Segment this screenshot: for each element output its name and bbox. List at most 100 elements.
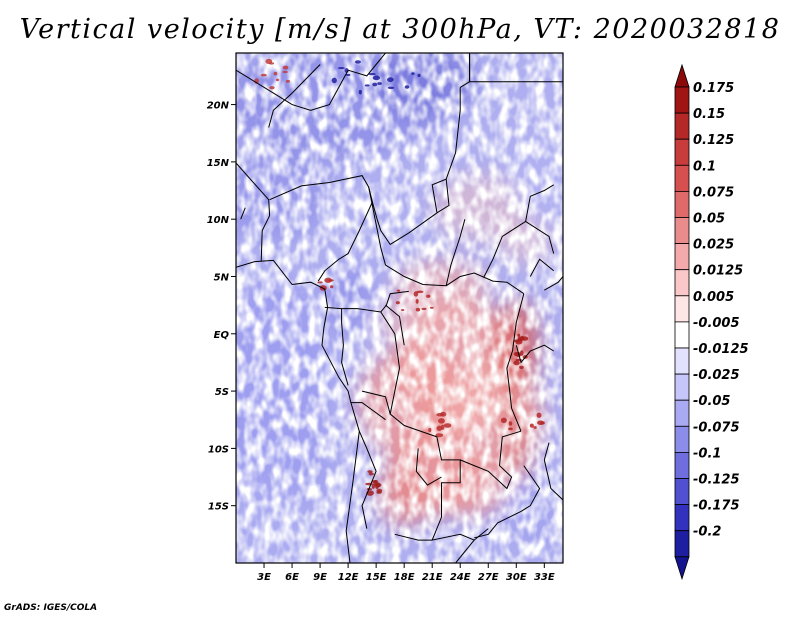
field-spot <box>404 85 410 89</box>
field-spot <box>260 73 267 77</box>
colorbar-swatch <box>674 86 690 114</box>
field-spot <box>536 412 542 418</box>
colorbar-label: -0.125 <box>693 473 740 488</box>
colorbar-swatch <box>674 243 690 271</box>
field-spot <box>273 71 278 76</box>
colorbar-label: -0.0125 <box>693 342 749 357</box>
field-spot <box>354 60 361 64</box>
chart-title: Vertical velocity [m/s] at 300hPa, VT: 2… <box>19 14 781 45</box>
x-tick-label: 12E <box>338 572 359 583</box>
y-tick-label: 10S <box>208 444 229 455</box>
field-spot <box>358 89 362 95</box>
field-spot <box>371 483 376 489</box>
colorbar-label: 0.125 <box>693 133 734 148</box>
field-spot <box>282 65 289 70</box>
field-spot <box>285 79 291 83</box>
country-border <box>236 259 360 563</box>
country-border <box>361 390 391 415</box>
field-spot <box>426 294 431 298</box>
field-spot <box>520 350 524 356</box>
field-spot <box>372 82 378 87</box>
colorbar-label: -0.1 <box>693 446 721 461</box>
field-spot <box>364 84 370 87</box>
country-border <box>350 402 386 421</box>
field-spot <box>435 433 444 438</box>
y-tick-label: 5S <box>215 387 229 398</box>
country-border <box>445 219 466 286</box>
country-borders <box>236 53 563 563</box>
field-spot <box>508 427 513 431</box>
x-tick-label: 9E <box>313 572 327 583</box>
country-border <box>474 465 541 539</box>
field-spot <box>329 285 334 289</box>
colorbar-label: -0.05 <box>693 394 730 409</box>
colorbar-label: -0.005 <box>693 316 740 331</box>
x-tick-label: 21E <box>422 572 443 583</box>
country-border <box>543 442 563 501</box>
colorbar-swatch <box>674 269 690 297</box>
field-spot <box>513 360 520 366</box>
field-spot <box>374 482 382 488</box>
field-spot <box>517 333 521 337</box>
field-spot <box>540 421 545 425</box>
x-axis: 3E 6E 9E 12E 15E 18E 21E 24E 27E 30E 33E <box>257 563 555 583</box>
colorbar-swatch <box>674 190 690 218</box>
velocity-field <box>236 53 563 563</box>
country-border <box>544 276 563 291</box>
field-spot <box>529 423 534 428</box>
field-spot <box>367 470 373 474</box>
colorbar-bottom-triangle <box>674 556 690 581</box>
country-border <box>236 69 349 111</box>
field-texture <box>236 53 563 563</box>
x-tick-label: 33E <box>534 572 555 583</box>
colorbar-swatch <box>674 373 690 401</box>
x-tick-label: 3E <box>257 572 271 583</box>
y-tick-label: EQ <box>214 330 230 341</box>
field-spots <box>254 58 545 496</box>
colorbar-label: 0.05 <box>693 212 725 227</box>
field-spot <box>413 291 419 297</box>
field-spot <box>500 417 507 424</box>
field-spot <box>372 75 381 81</box>
colorbar-swatch <box>674 478 690 506</box>
colorbar-swatch <box>674 347 690 375</box>
field-spot <box>415 307 421 312</box>
colorbar-swatch <box>674 112 690 140</box>
field-spot <box>337 67 345 70</box>
country-border <box>236 162 271 262</box>
colorbar-label: -0.025 <box>693 368 740 383</box>
field-spot <box>368 472 374 476</box>
x-tick-label: 27E <box>478 572 499 583</box>
colorbar-label: -0.175 <box>693 499 740 514</box>
colorbar-swatch <box>674 504 690 532</box>
field-spot <box>520 335 525 341</box>
field-spot <box>371 480 378 484</box>
country-border <box>529 258 555 277</box>
field-spot <box>421 307 427 311</box>
field-spot <box>508 421 513 426</box>
field-spot <box>368 72 376 76</box>
field-spot <box>324 277 333 283</box>
y-tick-label: 15N <box>207 158 230 169</box>
colorbar-top-triangle <box>674 63 690 88</box>
field-spot <box>269 86 275 90</box>
country-border <box>460 430 522 490</box>
country-border <box>380 311 489 541</box>
field-spot <box>386 77 394 83</box>
y-tick-label: 20N <box>207 101 230 112</box>
field-spot <box>416 290 424 294</box>
x-tick-label: 24E <box>450 572 471 583</box>
field-spot <box>533 426 537 429</box>
field-spot <box>282 70 288 74</box>
colorbar-swatch <box>674 217 690 245</box>
country-border <box>268 64 321 128</box>
country-border <box>515 344 554 364</box>
field-spot <box>443 423 452 428</box>
field-spot <box>376 488 383 493</box>
y-axis: 20N 15N 10N 5N EQ 5S 10S 15S <box>207 101 236 513</box>
field-spot <box>268 62 275 65</box>
field-spot <box>411 72 415 75</box>
country-border <box>525 184 554 222</box>
colorbar-swatch <box>674 530 690 558</box>
